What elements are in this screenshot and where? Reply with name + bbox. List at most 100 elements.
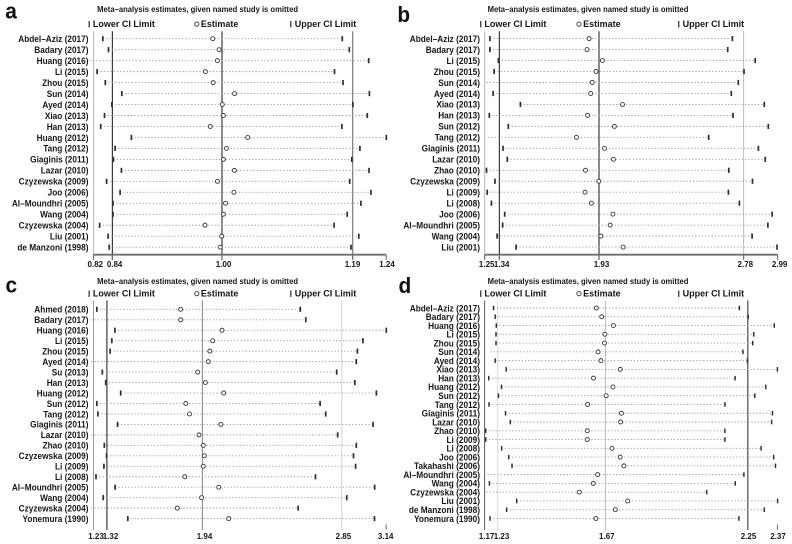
svg-text:Li (2015): Li (2015): [446, 329, 480, 340]
svg-text:Giaginis (2011): Giaginis (2011): [30, 154, 88, 165]
svg-text:Estimate: Estimate: [583, 19, 621, 29]
svg-text:de Manzoni (1998): de Manzoni (1998): [409, 505, 480, 516]
svg-text:Tang (2012): Tang (2012): [435, 132, 480, 143]
svg-text:2.37: 2.37: [770, 532, 786, 541]
svg-text:Ahmed (2018): Ahmed (2018): [34, 304, 88, 315]
svg-text:Sun (2012): Sun (2012): [47, 398, 89, 409]
svg-text:Tang (2012): Tang (2012): [435, 399, 480, 410]
svg-text:1.94: 1.94: [197, 532, 213, 541]
svg-text:1.67: 1.67: [599, 532, 615, 541]
svg-text:Czyzewska (2009): Czyzewska (2009): [19, 176, 89, 187]
svg-text:Sun (2012): Sun (2012): [438, 391, 480, 402]
svg-text:Al–Moundhri (2005): Al–Moundhri (2005): [403, 220, 480, 231]
svg-text:1.23: 1.23: [494, 532, 510, 541]
svg-text:Zhou (2015): Zhou (2015): [42, 346, 88, 357]
svg-text:Upper CI Limit: Upper CI Limit: [683, 19, 745, 29]
svg-text:Han (2013): Han (2013): [47, 121, 89, 132]
svg-text:Al–Moundhri (2005): Al–Moundhri (2005): [403, 469, 480, 480]
svg-text:Sun (2014): Sun (2014): [47, 88, 89, 99]
svg-text:Meta–analysis estimates, given: Meta–analysis estimates, given named stu…: [488, 5, 689, 14]
svg-text:Estimate: Estimate: [201, 19, 239, 29]
svg-text:Giaginis (2011): Giaginis (2011): [422, 408, 480, 419]
svg-text:Sun (2014): Sun (2014): [438, 77, 480, 88]
svg-text:Li (2015): Li (2015): [55, 336, 89, 347]
svg-text:Li (2015): Li (2015): [55, 66, 89, 77]
svg-text:Wang (2004): Wang (2004): [40, 209, 88, 220]
svg-text:1.00: 1.00: [216, 260, 232, 269]
svg-text:Czyzewska (2004): Czyzewska (2004): [19, 503, 89, 514]
svg-text:2.78: 2.78: [738, 260, 754, 269]
svg-text:Lower CI Limit: Lower CI Limit: [93, 289, 155, 299]
svg-text:Liu (2001): Liu (2001): [441, 496, 480, 507]
svg-text:1.34: 1.34: [494, 260, 510, 269]
svg-text:Lazar (2010): Lazar (2010): [41, 165, 89, 176]
svg-text:Huang (2016): Huang (2016): [37, 55, 89, 66]
svg-text:Badary (2017): Badary (2017): [426, 312, 480, 323]
svg-text:Liu (2001): Liu (2001): [50, 231, 89, 242]
svg-text:0.82: 0.82: [88, 260, 104, 269]
svg-text:Abdel–Aziz (2017): Abdel–Aziz (2017): [410, 33, 480, 44]
svg-text:1.24: 1.24: [379, 260, 395, 269]
svg-text:Zhou (2015): Zhou (2015): [434, 66, 480, 77]
svg-text:Ayed (2014): Ayed (2014): [42, 99, 88, 110]
svg-text:0.84: 0.84: [107, 260, 123, 269]
svg-text:Li (2009): Li (2009): [55, 461, 89, 472]
svg-text:Giaginis (2011): Giaginis (2011): [30, 419, 88, 430]
svg-text:Abdel–Aziz (2017): Abdel–Aziz (2017): [18, 34, 88, 45]
svg-text:Tang (2012): Tang (2012): [43, 143, 88, 154]
svg-text:Czyzewska (2004): Czyzewska (2004): [410, 487, 480, 498]
svg-text:Li (2009): Li (2009): [446, 187, 480, 198]
svg-text:Liu (2001): Liu (2001): [441, 242, 480, 253]
svg-text:de Manzoni (1998): de Manzoni (1998): [17, 242, 88, 253]
svg-text:Zhou (2015): Zhou (2015): [42, 77, 88, 88]
svg-text:Zhao (2010): Zhao (2010): [434, 165, 480, 176]
svg-text:Han (2013): Han (2013): [47, 377, 89, 388]
svg-text:Lower CI Limit: Lower CI Limit: [93, 19, 155, 29]
svg-text:d: d: [399, 274, 412, 299]
svg-text:Ayed (2014): Ayed (2014): [42, 356, 88, 367]
svg-text:Huang (2016): Huang (2016): [37, 325, 89, 336]
svg-text:Czyzewska (2009): Czyzewska (2009): [410, 176, 480, 187]
svg-text:Huang (2012): Huang (2012): [428, 382, 480, 393]
svg-text:Zhou (2015): Zhou (2015): [434, 338, 480, 349]
svg-text:Takahashi (2006): Takahashi (2006): [414, 461, 480, 472]
svg-text:Meta–analysis estimates, given: Meta–analysis estimates, given named stu…: [488, 277, 689, 286]
svg-text:1.19: 1.19: [345, 260, 361, 269]
svg-text:Giaginis (2011): Giaginis (2011): [422, 143, 480, 154]
svg-text:Lazar (2010): Lazar (2010): [432, 417, 480, 428]
svg-text:Su (2013): Su (2013): [52, 367, 89, 378]
svg-text:Xiao (2013): Xiao (2013): [436, 99, 480, 110]
svg-text:a: a: [5, 0, 18, 24]
svg-text:Tang (2012): Tang (2012): [43, 409, 88, 420]
svg-text:Zhao (2010): Zhao (2010): [43, 440, 89, 451]
svg-text:Joo (2006): Joo (2006): [439, 452, 480, 463]
svg-text:Upper CI Limit: Upper CI Limit: [683, 289, 745, 299]
svg-text:Czyzewska (2004): Czyzewska (2004): [19, 220, 89, 231]
svg-text:Badary (2017): Badary (2017): [34, 44, 88, 55]
svg-text:3.14: 3.14: [378, 532, 394, 541]
svg-text:Lazar (2010): Lazar (2010): [41, 430, 89, 441]
svg-text:Wang (2004): Wang (2004): [432, 231, 480, 242]
svg-text:Li (2008): Li (2008): [446, 198, 480, 209]
svg-text:Li (2008): Li (2008): [55, 472, 89, 483]
svg-text:Ayed (2014): Ayed (2014): [434, 355, 480, 366]
svg-text:b: b: [397, 3, 410, 28]
svg-text:2.99: 2.99: [772, 260, 788, 269]
svg-text:Huang (2012): Huang (2012): [37, 132, 89, 143]
svg-text:2.25: 2.25: [741, 532, 757, 541]
svg-text:Huang (2012): Huang (2012): [37, 388, 89, 399]
svg-text:Abdel–Aziz (2017): Abdel–Aziz (2017): [410, 303, 480, 314]
svg-text:Lazar (2010): Lazar (2010): [432, 154, 480, 165]
svg-text:Li (2015): Li (2015): [446, 55, 480, 66]
svg-text:Huang (2016): Huang (2016): [428, 320, 480, 331]
svg-text:Han (2013): Han (2013): [438, 373, 480, 384]
svg-text:Sun (2012): Sun (2012): [438, 121, 480, 132]
svg-text:Joo (2006): Joo (2006): [439, 209, 480, 220]
svg-text:1.25: 1.25: [479, 260, 495, 269]
svg-text:Joo (2006): Joo (2006): [48, 187, 89, 198]
svg-text:Estimate: Estimate: [583, 289, 621, 299]
svg-text:Meta–analysis estimates, given: Meta–analysis estimates, given named stu…: [97, 277, 298, 286]
svg-text:c: c: [6, 273, 18, 298]
svg-text:Upper CI Limit: Upper CI Limit: [295, 19, 357, 29]
svg-text:2.85: 2.85: [336, 532, 352, 541]
